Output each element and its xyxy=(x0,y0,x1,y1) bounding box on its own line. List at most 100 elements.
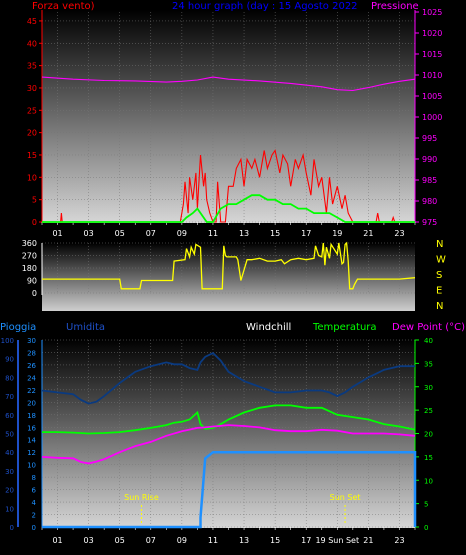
legend: Pioggia Umidita Windchill Temperatura Dew Po… xyxy=(0,322,465,333)
direction-series xyxy=(42,241,416,290)
temperature-y-tick-label: 10 xyxy=(424,477,433,485)
humidity-y-tick-label: 0 xyxy=(10,524,14,532)
humidity-y-tick-label: 80 xyxy=(5,374,14,382)
x-tick-label: 03 xyxy=(84,536,94,545)
x-tick-label: 17 xyxy=(301,536,311,545)
pressure-y-tick-label: 1020 xyxy=(422,29,442,38)
x-tick-label: 19 xyxy=(332,229,342,238)
humidity-y-tick-label: 30 xyxy=(5,468,14,476)
pressure-y-tick-label: 1015 xyxy=(422,50,442,59)
pressure-y-axis: 975 980 985 990 995 1000 1005 1010 1015 1020 1025 xyxy=(414,8,442,227)
x-tick-label: 09 xyxy=(177,536,187,545)
rain-y-tick-label: 28 xyxy=(27,349,36,357)
compass-label: S xyxy=(436,270,442,281)
x-tick-label: 07 xyxy=(146,536,156,545)
pressure-y-tick-label: 975 xyxy=(422,218,437,227)
direction-y-tick-label: 90 xyxy=(27,277,37,286)
pressure-y-tick-label: 995 xyxy=(422,134,437,143)
sun-annotations: Sun Rise Sun Set xyxy=(124,493,361,523)
humidity-y-tick-label: 40 xyxy=(5,449,14,457)
x-tick-label: 23 xyxy=(394,536,404,545)
wind-y-tick-label: 5 xyxy=(32,196,37,205)
compass-label: N xyxy=(436,301,443,312)
wind-y-tick-label: 40 xyxy=(27,39,37,48)
rain-y-tick-label: 12 xyxy=(27,449,36,457)
x-tick-label: 21 xyxy=(363,229,373,238)
rain-y-tick-label: 0 xyxy=(32,524,36,532)
dewpoint-line xyxy=(41,424,416,465)
wind_avg-line xyxy=(42,194,415,223)
x-tick-label: 13 xyxy=(239,536,249,545)
wind-y-axis: 0 5 10 15 20 25 30 35 40 45 xyxy=(27,10,43,227)
pressure-y-tick-label: 1025 xyxy=(422,8,442,17)
x-tick-label: 01 xyxy=(52,229,62,238)
x-tick-label: 21 xyxy=(363,536,373,545)
humidity-y-tick-label: 90 xyxy=(5,356,14,364)
compass-label: N xyxy=(436,239,443,250)
x-tick-label: 11 xyxy=(208,536,218,545)
wind-axis-title: Forza vento) xyxy=(32,1,95,12)
rain-y-tick-label: 22 xyxy=(27,387,36,395)
humidity-y-tick-label: 60 xyxy=(5,412,14,420)
temp-series xyxy=(41,352,417,529)
x-tick-label: 23 xyxy=(394,229,404,238)
humidity-y-tick-label: 50 xyxy=(5,431,14,439)
temperature-y-tick-label: 20 xyxy=(424,431,433,439)
pressure-y-tick-label: 1005 xyxy=(422,92,442,101)
temperature-y-axis: 0 5 10 15 20 25 30 35 40 xyxy=(414,337,433,532)
x-tick-label: 03 xyxy=(84,229,94,238)
pressure-y-tick-label: 1010 xyxy=(422,71,442,80)
rain-line xyxy=(42,450,417,529)
temperature-y-tick-label: 40 xyxy=(424,337,433,345)
temp-x-axis: 01 03 05 07 09 11 13 15 17 19 Sun Set 21 23 xyxy=(41,527,416,545)
pressure-y-tick-label: 985 xyxy=(422,176,437,185)
humidity-y-tick-label: 10 xyxy=(5,505,14,513)
wind-y-tick-label: 10 xyxy=(27,173,37,182)
humidity-y-tick-label: 100 xyxy=(1,337,14,345)
wind-direction-line xyxy=(42,241,416,290)
direction-y-tick-label: 360 xyxy=(22,239,37,248)
wind-y-tick-label: 15 xyxy=(27,151,37,160)
legend-item: Windchill xyxy=(246,322,291,333)
wind-y-tick-label: 20 xyxy=(27,129,37,138)
legend-item: Temperatura xyxy=(312,322,377,333)
wind-y-tick-label: 25 xyxy=(27,106,37,115)
x-tick-label: 13 xyxy=(239,229,249,238)
temperature-y-tick-label: 5 xyxy=(424,501,428,509)
rain-y-tick-label: 4 xyxy=(32,499,37,507)
direction-y-tick-label: 270 xyxy=(22,252,37,261)
sun-marker-label: Sun Rise xyxy=(124,493,159,502)
rain-y-tick-label: 24 xyxy=(27,374,36,382)
wind-pressure-panel: Forza vento) 24 hour graph (day : 15 Ago… xyxy=(27,1,443,238)
wind-y-tick-label: 45 xyxy=(27,17,37,26)
rain-y-tick-label: 14 xyxy=(27,437,36,445)
direction-y-tick-label: 0 xyxy=(32,289,37,298)
legend-item: Pioggia xyxy=(0,322,36,333)
x-tick-label: 05 xyxy=(115,536,125,545)
rain-y-tick-label: 8 xyxy=(32,474,36,482)
temperature-y-tick-label: 30 xyxy=(424,384,433,392)
rain-y-tick-label: 20 xyxy=(27,399,36,407)
pressure-axis-title: Pressione xyxy=(371,1,419,12)
temperature-y-tick-label: 35 xyxy=(424,360,433,368)
x-tick-label: 15 xyxy=(270,229,280,238)
x-tick-label: 07 xyxy=(146,229,156,238)
pressure-y-tick-label: 990 xyxy=(422,155,437,164)
humidity-line xyxy=(41,352,415,405)
temperature-line xyxy=(42,404,416,435)
rain-y-tick-label: 10 xyxy=(27,462,36,470)
wind-y-tick-label: 35 xyxy=(27,62,37,71)
pressure-line xyxy=(41,76,416,92)
rain-y-tick-label: 16 xyxy=(27,424,36,432)
rain-y-tick-label: 30 xyxy=(27,337,36,345)
pressure-y-tick-label: 980 xyxy=(422,197,437,206)
rain-temp-panel: Pioggia Umidita Windchill Temperatura Dew Po… xyxy=(0,322,465,545)
sun-marker-label: Sun Set xyxy=(330,493,361,502)
legend-item: Dew Point (°C) xyxy=(392,322,465,333)
wind-series xyxy=(41,76,416,223)
x-tick-label: 17 xyxy=(301,229,311,238)
